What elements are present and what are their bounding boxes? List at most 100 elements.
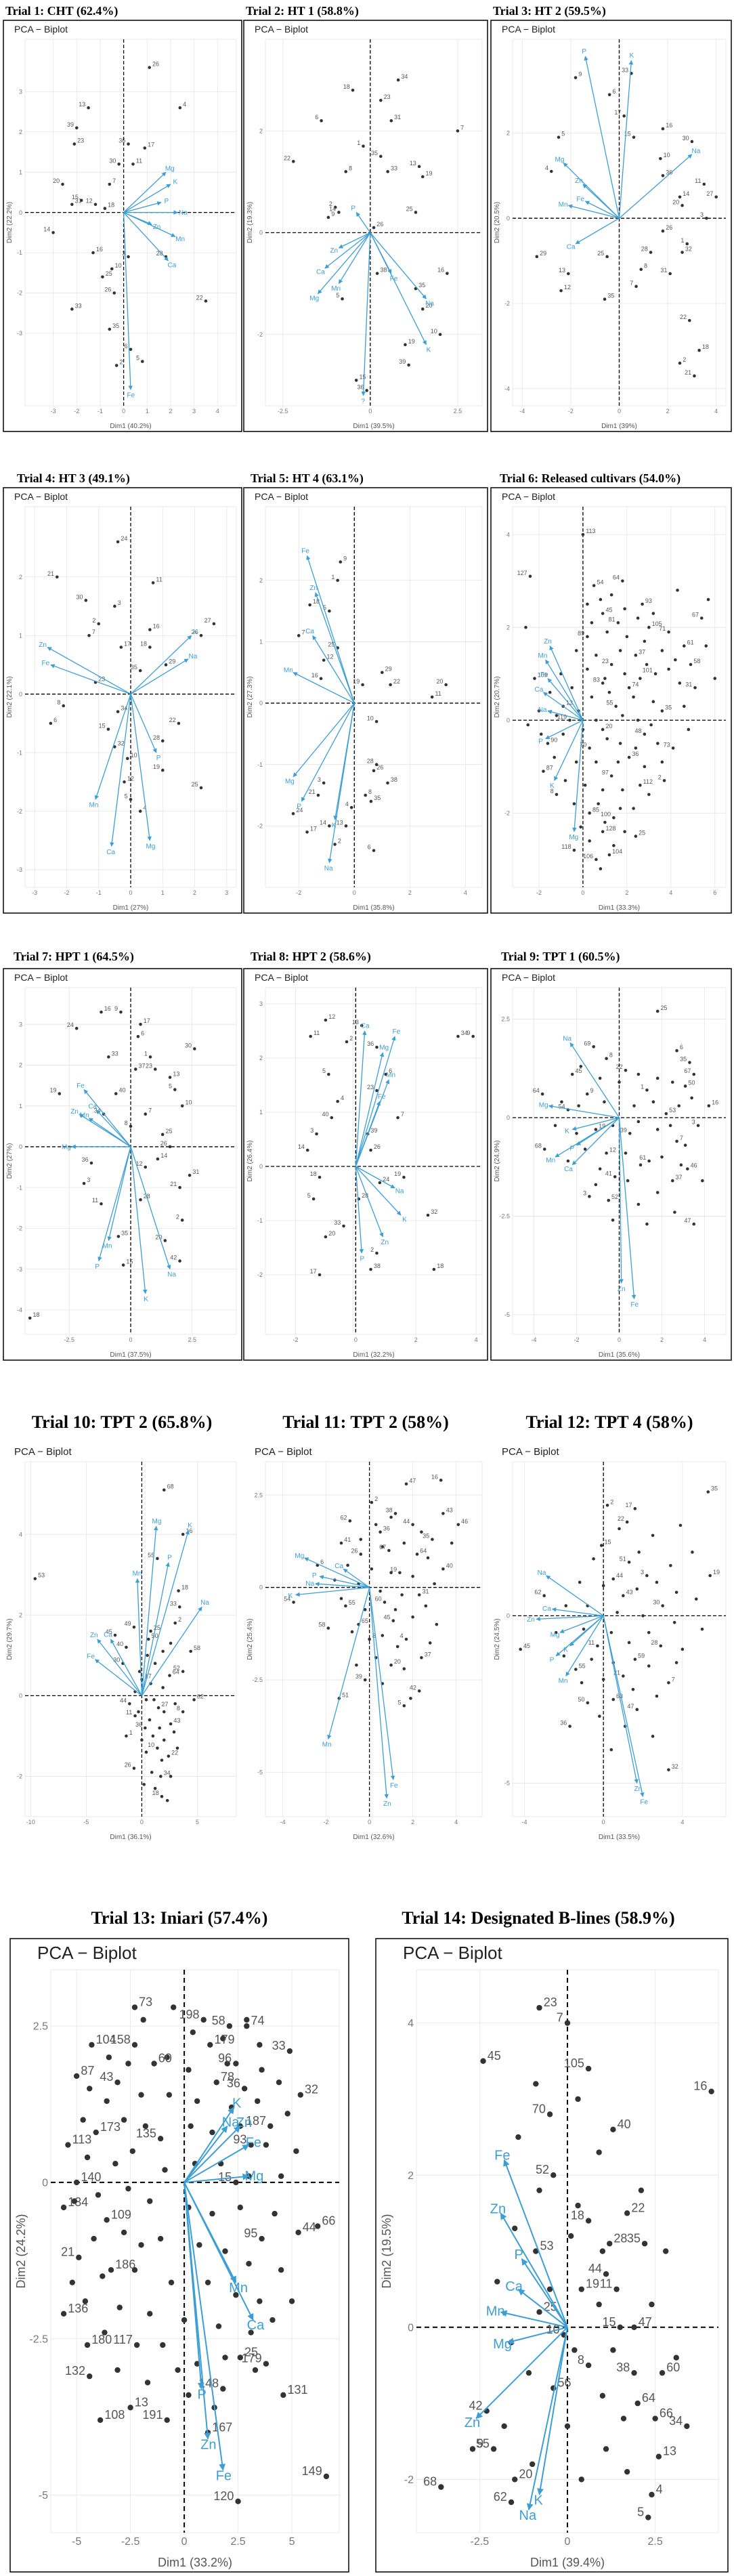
loading-label: Mn bbox=[546, 1157, 555, 1164]
score-point bbox=[103, 207, 107, 210]
y-axis-label: Dim2 (19.5%) bbox=[380, 2214, 393, 2288]
score-point bbox=[169, 1722, 173, 1726]
score-point-label: 67 bbox=[684, 1068, 691, 1074]
loading-arrow-zn bbox=[338, 232, 371, 249]
y-tick-label: -2 bbox=[257, 823, 263, 830]
score-point-label: 21 bbox=[309, 788, 316, 795]
y-tick-label: -3 bbox=[17, 866, 22, 873]
score-point bbox=[100, 2273, 106, 2279]
score-point bbox=[610, 2347, 616, 2353]
score-point-label: 32 bbox=[431, 1208, 437, 1215]
score-point-label: 16 bbox=[153, 623, 160, 630]
score-point bbox=[611, 1577, 616, 1581]
score-point-label: 25 bbox=[192, 781, 198, 788]
loading-label: Ca bbox=[567, 243, 576, 251]
loading-arrow-zn bbox=[475, 2327, 568, 2420]
score-point bbox=[89, 2042, 95, 2048]
score-point bbox=[345, 1040, 349, 1044]
score-point bbox=[291, 811, 295, 816]
score-point bbox=[355, 1663, 358, 1667]
score-point bbox=[49, 721, 53, 725]
score-point bbox=[683, 1143, 687, 1147]
score-point-label: 71 bbox=[659, 625, 666, 632]
score-point-label: 10 bbox=[367, 715, 374, 721]
x-tick-label: -4 bbox=[519, 408, 525, 415]
loading-label: Ca bbox=[104, 1631, 112, 1639]
loading-arrow-ca bbox=[123, 212, 169, 261]
y-tick-label: -2 bbox=[404, 2474, 414, 2486]
score-point-label: 24 bbox=[383, 1176, 389, 1183]
score-point-label: 70 bbox=[580, 741, 586, 748]
loading-label: Mg bbox=[379, 1044, 389, 1052]
score-point bbox=[150, 1771, 154, 1774]
score-point bbox=[125, 757, 129, 761]
x-tick-label: -2 bbox=[293, 1336, 298, 1343]
x-tick-label: -2.5 bbox=[471, 2536, 490, 2548]
score-point bbox=[607, 1198, 611, 1202]
score-point bbox=[148, 66, 152, 69]
x-axis-label: Dim1 (32.2%) bbox=[353, 1351, 394, 1359]
score-point bbox=[108, 2267, 114, 2273]
x-tick-label: 0 bbox=[368, 408, 372, 415]
loading-arrow-zn bbox=[184, 2126, 241, 2183]
score-point bbox=[647, 1630, 651, 1634]
y-tick-label: 0 bbox=[408, 2322, 414, 2334]
score-point bbox=[280, 2392, 286, 2399]
score-point bbox=[611, 1218, 615, 1222]
loading-label: P bbox=[164, 198, 169, 205]
score-point bbox=[152, 1698, 156, 1702]
score-point bbox=[438, 333, 442, 337]
score-point-label: 81 bbox=[609, 616, 616, 622]
loading-arrow-na bbox=[184, 2126, 228, 2183]
score-point bbox=[237, 2355, 243, 2361]
y-tick-label: -4 bbox=[17, 1307, 22, 1313]
x-axis-label: Dim1 (33.5%) bbox=[599, 1834, 640, 1841]
score-point bbox=[626, 1179, 630, 1183]
score-point bbox=[681, 204, 684, 207]
score-point-label: 11 bbox=[126, 1709, 132, 1716]
score-point-label: 30 bbox=[185, 1042, 192, 1049]
panel-title: PCA − Biplot bbox=[403, 1943, 502, 1963]
score-point bbox=[91, 251, 95, 255]
score-point-label: 19 bbox=[599, 1122, 605, 1129]
x-tick-label: -1 bbox=[98, 408, 103, 415]
score-point bbox=[393, 1512, 397, 1515]
score-point bbox=[574, 1668, 578, 1671]
score-point bbox=[568, 1725, 571, 1728]
score-point-label: 48 bbox=[635, 727, 642, 734]
x-tick-label: 2.5 bbox=[188, 1336, 196, 1343]
score-point bbox=[621, 788, 624, 792]
score-point bbox=[426, 1556, 430, 1560]
score-point bbox=[414, 211, 418, 214]
loading-label: Ca bbox=[305, 628, 314, 635]
y-tick-label: 3 bbox=[19, 88, 22, 95]
score-point bbox=[324, 1018, 328, 1022]
loading-arrow-mg bbox=[572, 720, 584, 832]
score-point bbox=[631, 2324, 637, 2330]
loading-label: Fe bbox=[393, 1028, 401, 1036]
score-point bbox=[322, 658, 326, 662]
loading-arrow-mg bbox=[123, 171, 167, 213]
score-point-label: 173 bbox=[100, 2120, 121, 2134]
score-point bbox=[316, 793, 320, 797]
score-point-label: 16 bbox=[431, 1473, 438, 1480]
score-point-label: 35 bbox=[665, 704, 672, 711]
score-point-label: 39 bbox=[370, 1127, 377, 1134]
score-point-label: 17 bbox=[144, 1017, 150, 1024]
score-point-label: 35 bbox=[371, 150, 378, 156]
score-point bbox=[169, 1641, 173, 1645]
score-point bbox=[639, 268, 643, 271]
score-point bbox=[224, 2061, 230, 2067]
score-point bbox=[607, 2241, 613, 2247]
loading-label: P bbox=[538, 738, 543, 746]
score-point-label: 8 bbox=[550, 788, 554, 795]
loading-arrow-mn bbox=[545, 659, 584, 721]
x-tick-label: -3 bbox=[51, 408, 56, 415]
loading-arrow-fe bbox=[547, 678, 584, 721]
score-point-label: 13 bbox=[566, 700, 573, 706]
score-point bbox=[677, 1104, 681, 1107]
loading-arrow-mn bbox=[565, 1616, 604, 1676]
score-point bbox=[456, 1034, 460, 1038]
loading-arrow-zn bbox=[355, 1166, 384, 1238]
score-point bbox=[148, 646, 152, 649]
